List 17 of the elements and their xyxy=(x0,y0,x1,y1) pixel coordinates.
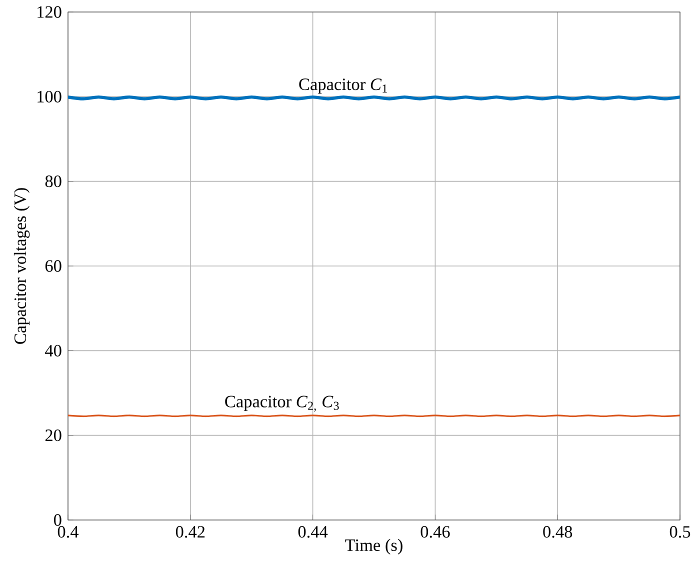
x-tick-label: 0.48 xyxy=(543,526,572,538)
x-tick-label: 0.44 xyxy=(298,526,328,538)
y-tick-label: 0 xyxy=(54,514,62,526)
x-tick-label: 0.5 xyxy=(670,526,690,538)
y-axis-title: Capacitor voltages (V) xyxy=(14,188,30,344)
y-tick-label: 80 xyxy=(45,176,62,188)
annotation: Capacitor C$_{2,}$ C$_{3}$ xyxy=(225,396,339,412)
y-tick-label: 40 xyxy=(45,344,62,356)
y-tick-label: 120 xyxy=(38,6,62,18)
x-axis-title: Time (s) xyxy=(345,538,402,555)
y-tick-label: 100 xyxy=(38,90,62,102)
y-tick-label: 60 xyxy=(45,260,62,272)
annotation: Capacitor C$_{1}$ xyxy=(299,78,387,94)
y-tick-label: 20 xyxy=(45,430,62,442)
x-tick-label: 0.42 xyxy=(176,526,205,538)
x-tick-label: 0.4 xyxy=(58,526,79,538)
x-tick-label: 0.46 xyxy=(420,526,450,538)
